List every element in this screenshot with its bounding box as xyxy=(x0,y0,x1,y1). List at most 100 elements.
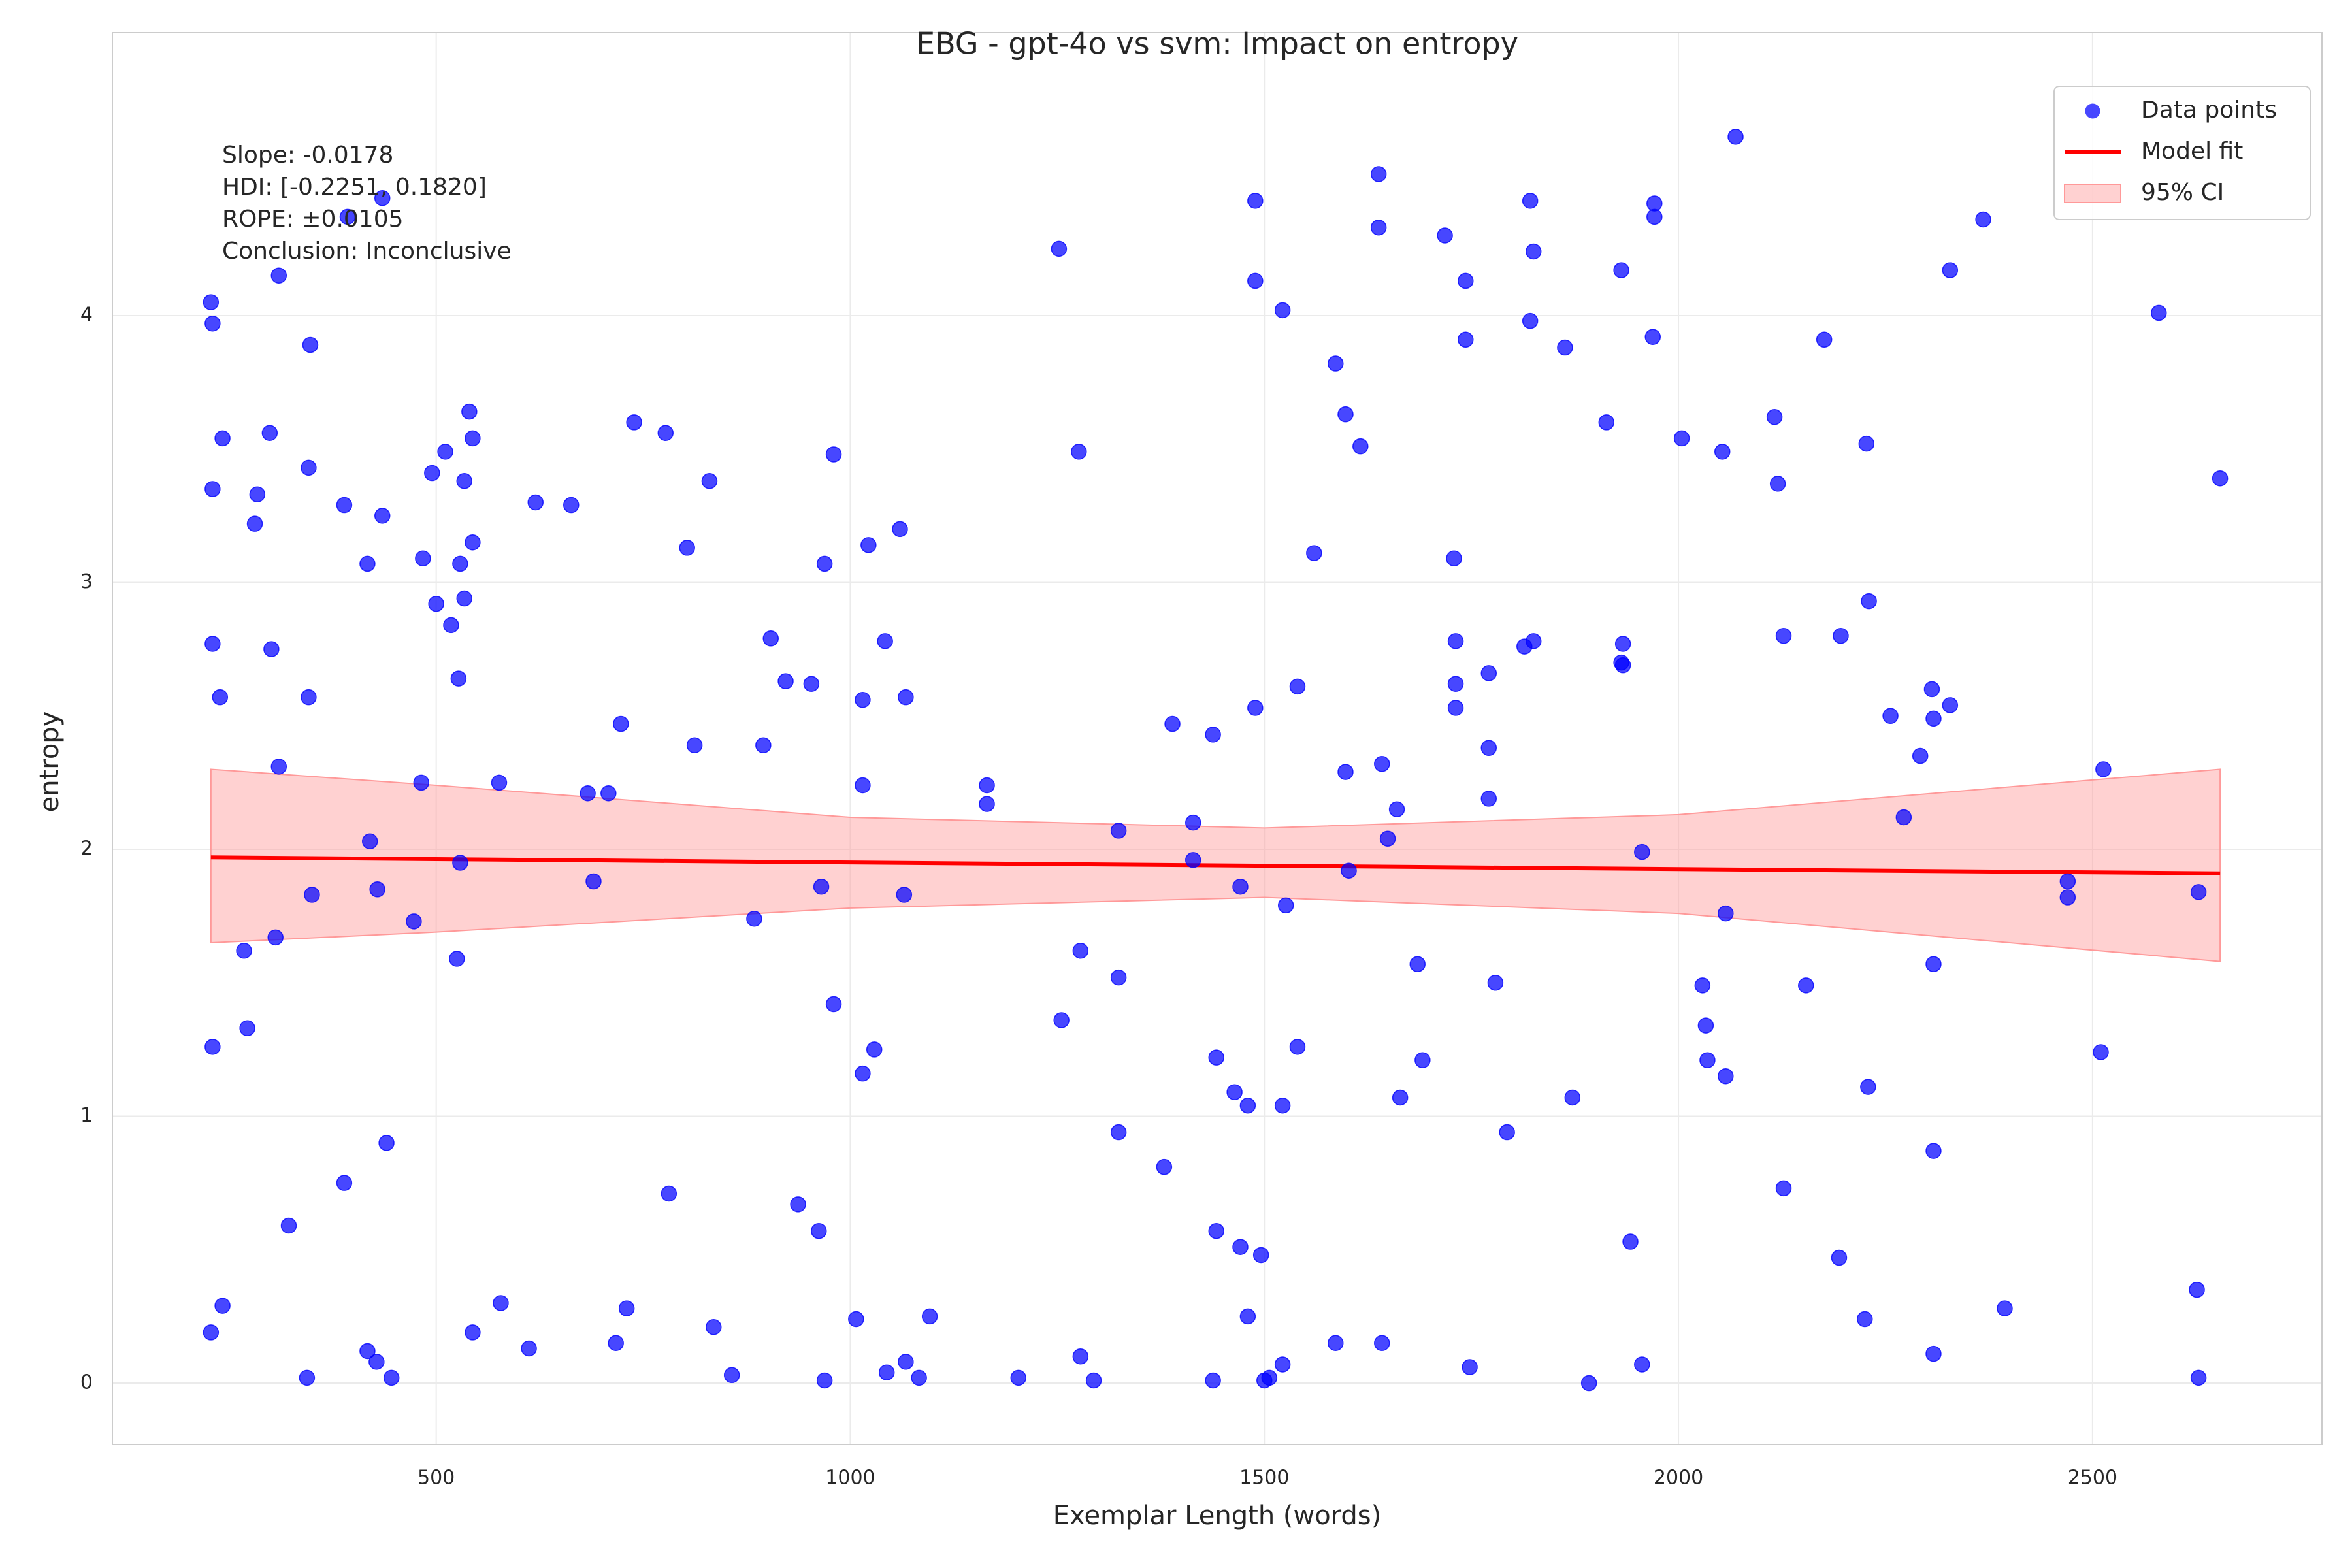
data-point xyxy=(1775,627,1792,644)
data-point xyxy=(1051,240,1068,257)
data-point xyxy=(1522,312,1539,329)
legend-label: 95% CI xyxy=(2141,179,2224,206)
data-point xyxy=(204,316,221,332)
data-point xyxy=(1205,1372,1221,1389)
data-point xyxy=(613,715,629,732)
data-point xyxy=(1580,1375,1597,1392)
data-point xyxy=(1352,438,1369,455)
x-axis-label: Exemplar Length (words) xyxy=(1053,1501,1382,1531)
data-point xyxy=(1277,897,1294,914)
data-point xyxy=(1525,633,1542,649)
data-point xyxy=(2059,889,2076,906)
data-point xyxy=(1727,129,1744,145)
data-point xyxy=(979,777,995,794)
data-point xyxy=(212,689,229,706)
data-point xyxy=(1912,747,1929,764)
data-point xyxy=(813,878,830,895)
data-point xyxy=(1882,708,1899,725)
data-point xyxy=(383,1369,400,1386)
data-point xyxy=(359,1343,376,1360)
data-point xyxy=(825,446,842,463)
data-point xyxy=(452,855,468,871)
legend-label: Data points xyxy=(2141,97,2277,123)
data-point xyxy=(1341,862,1357,879)
data-point xyxy=(1480,665,1497,681)
data-point xyxy=(892,521,908,538)
data-point xyxy=(493,1295,509,1311)
data-point xyxy=(267,929,284,946)
data-point xyxy=(1613,262,1629,278)
data-point xyxy=(1232,1239,1249,1255)
data-point xyxy=(280,1217,297,1234)
data-point xyxy=(270,759,287,775)
data-point xyxy=(1446,550,1462,567)
y-axis-label: entropy xyxy=(35,711,65,813)
legend: Data points Model fit 95% CI xyxy=(2053,86,2311,220)
data-point xyxy=(1239,1308,1256,1325)
data-point xyxy=(1085,1372,1102,1389)
data-point xyxy=(336,1175,353,1191)
data-point xyxy=(339,208,356,225)
annotation-line: Conclusion: Inconclusive xyxy=(222,238,512,265)
data-point xyxy=(585,873,602,890)
data-point xyxy=(1274,1356,1291,1373)
data-point xyxy=(1252,1247,1269,1264)
data-point xyxy=(877,633,893,649)
data-point xyxy=(1557,339,1573,356)
data-point xyxy=(701,473,718,489)
data-point xyxy=(527,494,544,511)
data-point xyxy=(1997,1300,2013,1316)
data-point xyxy=(679,540,695,556)
data-point xyxy=(1833,627,1849,644)
data-point xyxy=(1775,1180,1792,1197)
data-point xyxy=(1374,756,1390,772)
data-point xyxy=(1925,1143,1942,1159)
data-point xyxy=(1614,636,1631,652)
data-point xyxy=(816,1372,833,1389)
data-point xyxy=(299,1369,316,1386)
data-point xyxy=(456,590,472,607)
data-point xyxy=(1480,740,1497,757)
y-tick-label: 3 xyxy=(80,570,93,593)
data-point xyxy=(1414,1052,1431,1069)
data-point xyxy=(608,1335,624,1352)
data-point xyxy=(979,796,995,812)
data-point xyxy=(374,190,391,206)
data-point xyxy=(204,481,221,497)
data-point xyxy=(204,636,221,652)
data-point xyxy=(1053,1012,1070,1028)
data-point xyxy=(1942,697,1959,713)
data-point xyxy=(1975,211,1991,228)
plot-area xyxy=(203,129,2229,1392)
fit-line xyxy=(210,855,2221,875)
data-point xyxy=(521,1340,537,1357)
data-point xyxy=(1232,878,1249,895)
data-point xyxy=(1071,444,1087,460)
x-tick-label: 2500 xyxy=(2068,1467,2117,1490)
data-point xyxy=(1447,633,1464,649)
data-point xyxy=(1247,700,1264,716)
data-point xyxy=(580,785,596,802)
data-point xyxy=(1673,430,1690,447)
data-point xyxy=(825,996,842,1013)
data-point xyxy=(452,555,468,572)
data-point xyxy=(443,617,459,634)
data-point xyxy=(661,1185,678,1202)
data-point xyxy=(359,555,376,572)
data-point xyxy=(1010,1369,1027,1386)
data-point xyxy=(203,1324,220,1341)
data-point xyxy=(1184,852,1201,868)
data-point xyxy=(1374,1335,1390,1352)
data-point xyxy=(1646,195,1663,212)
data-point xyxy=(1895,809,1912,826)
data-point xyxy=(790,1196,806,1213)
x-tick-label: 2000 xyxy=(1654,1467,1703,1490)
data-point xyxy=(2151,304,2167,321)
data-point xyxy=(1699,1052,1716,1069)
data-point xyxy=(855,777,871,794)
legend-label: Model fit xyxy=(2141,138,2243,165)
data-point xyxy=(465,430,481,447)
data-point xyxy=(1858,435,1875,452)
data-point xyxy=(1392,1089,1409,1106)
